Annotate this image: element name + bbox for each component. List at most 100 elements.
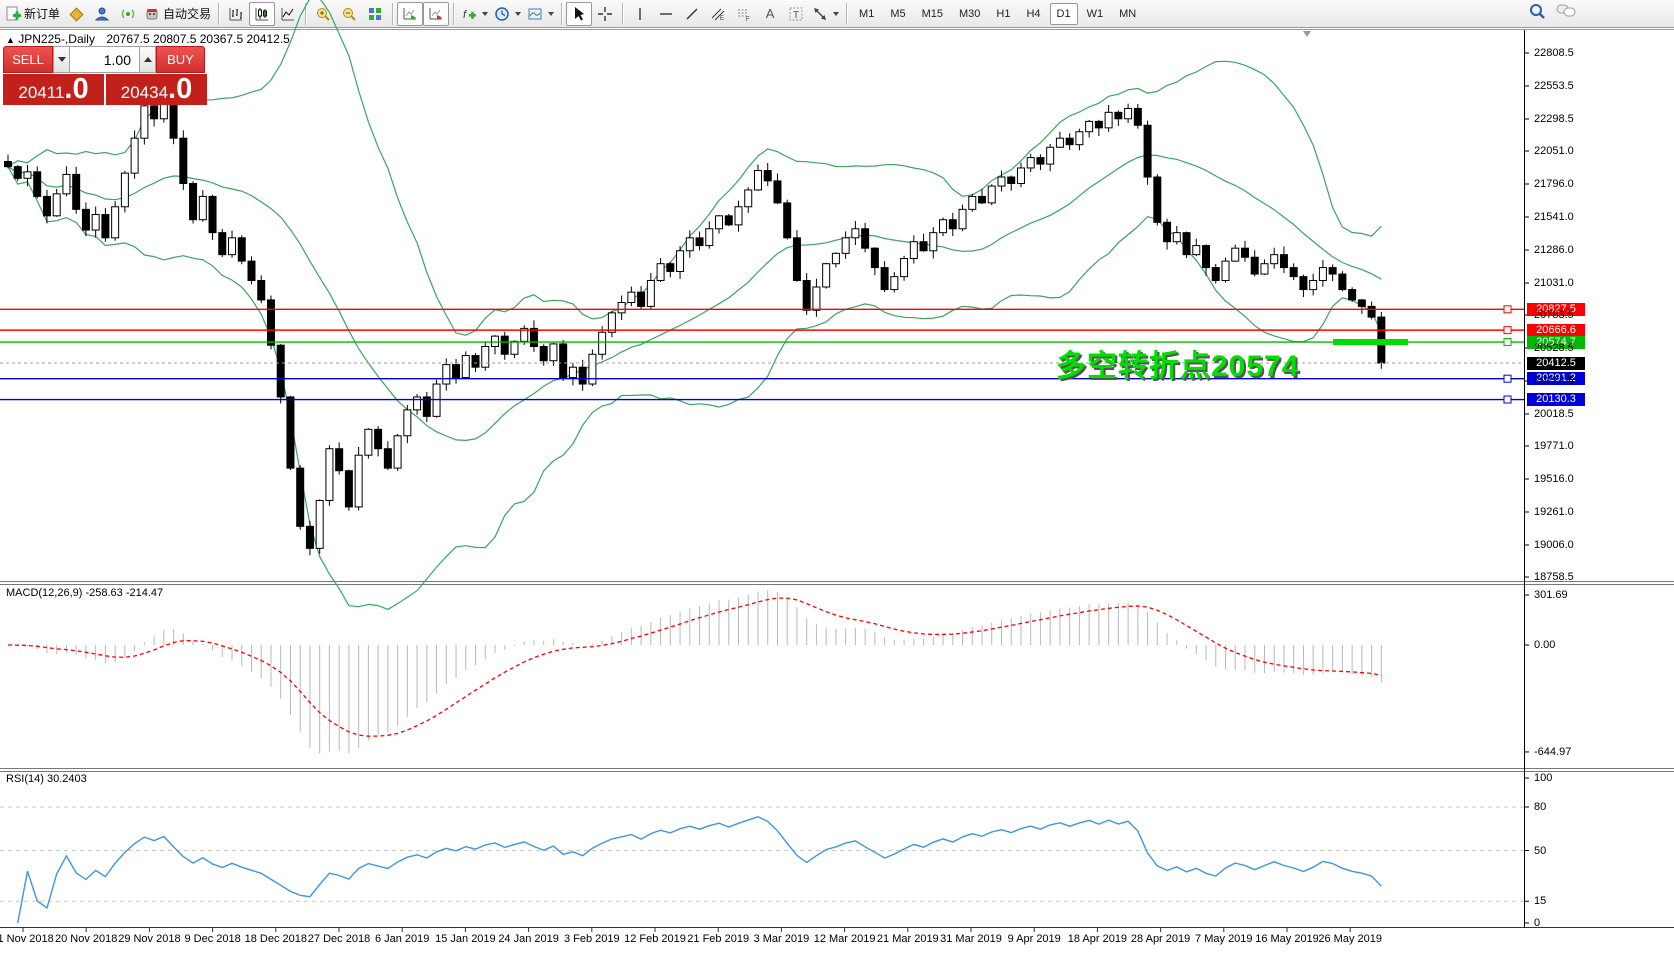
timeframe-H4-button[interactable]: H4 xyxy=(1026,7,1041,20)
highlight-segment[interactable] xyxy=(1333,339,1408,346)
candle-body[interactable] xyxy=(715,215,724,230)
candle-body[interactable] xyxy=(539,346,548,362)
sell-price-box[interactable]: 20411 .0 xyxy=(3,74,104,105)
candle-body[interactable] xyxy=(1348,289,1357,301)
candle-body[interactable] xyxy=(890,276,899,291)
candle-body[interactable] xyxy=(52,193,61,217)
zoom-out-button[interactable] xyxy=(336,2,362,26)
candle-body[interactable] xyxy=(900,258,909,278)
candle-body[interactable] xyxy=(851,228,860,239)
candle-body[interactable] xyxy=(1036,157,1045,165)
candle-body[interactable] xyxy=(1299,276,1308,291)
candle-body[interactable] xyxy=(1367,305,1376,318)
candle-body[interactable] xyxy=(646,280,655,307)
candle-body[interactable] xyxy=(968,195,977,210)
candle-body[interactable] xyxy=(676,250,685,272)
candle-body[interactable] xyxy=(510,340,519,355)
buy-button[interactable]: BUY xyxy=(156,46,205,73)
arrows-dropdown-caret[interactable] xyxy=(833,11,840,16)
candle-body[interactable] xyxy=(1124,107,1133,120)
zoom-in-button[interactable] xyxy=(310,2,336,26)
candle-body[interactable] xyxy=(140,105,149,139)
candle-body[interactable] xyxy=(1289,267,1298,278)
candle-body[interactable] xyxy=(393,435,402,469)
candle-body[interactable] xyxy=(23,171,32,179)
timeframe-M5-button[interactable]: M5 xyxy=(890,7,906,20)
candle-body[interactable] xyxy=(812,286,821,311)
candle-body[interactable] xyxy=(198,195,207,221)
candle-body[interactable] xyxy=(101,214,110,239)
candle-body[interactable] xyxy=(208,195,217,234)
candle-body[interactable] xyxy=(841,237,850,254)
candle-body[interactable] xyxy=(773,180,782,204)
signals-button[interactable] xyxy=(115,2,141,26)
candle-body[interactable] xyxy=(598,331,607,355)
candle-body[interactable] xyxy=(1279,254,1288,269)
candle-body[interactable] xyxy=(62,173,71,195)
candle-body[interactable] xyxy=(1046,146,1055,165)
candle-body[interactable] xyxy=(276,344,285,398)
candle-body[interactable] xyxy=(413,396,422,411)
community-button[interactable] xyxy=(89,2,115,26)
candle-body[interactable] xyxy=(1172,232,1181,243)
candle-body[interactable] xyxy=(997,176,1006,187)
candle-body[interactable] xyxy=(637,291,646,307)
candle-body[interactable] xyxy=(1231,247,1240,262)
candle-body[interactable] xyxy=(783,202,792,239)
candle-body[interactable] xyxy=(1202,245,1211,269)
crosshair-button[interactable] xyxy=(592,2,618,26)
market-button[interactable] xyxy=(63,2,89,26)
candle-body[interactable] xyxy=(763,170,772,182)
candle-body[interactable] xyxy=(305,525,314,549)
search-icon[interactable] xyxy=(1528,2,1546,20)
candle-body[interactable] xyxy=(1260,263,1269,275)
candle-body[interactable] xyxy=(617,302,626,314)
candle-body[interactable] xyxy=(1114,111,1123,120)
candle-body[interactable] xyxy=(218,232,227,256)
indicators-dropdown-caret[interactable] xyxy=(482,11,489,16)
candle-body[interactable] xyxy=(909,241,918,260)
candle-body[interactable] xyxy=(33,171,42,197)
candle-body[interactable] xyxy=(744,189,753,208)
candle-body[interactable] xyxy=(1153,176,1162,223)
candle-body[interactable] xyxy=(880,267,889,291)
level-line-handle[interactable] xyxy=(1503,305,1512,314)
volume-increase-button[interactable] xyxy=(139,46,156,73)
volume-decrease-button[interactable] xyxy=(53,46,70,73)
candle-body[interactable] xyxy=(237,237,246,262)
candle-body[interactable] xyxy=(1328,267,1337,275)
candle-body[interactable] xyxy=(529,327,538,348)
candle-body[interactable] xyxy=(1309,280,1318,291)
candle-body[interactable] xyxy=(822,263,831,288)
channel-button[interactable]: E xyxy=(705,2,731,26)
candle-body[interactable] xyxy=(1163,221,1172,243)
timeframe-M1-button[interactable]: M1 xyxy=(859,7,875,20)
candle-body[interactable] xyxy=(695,237,704,247)
candle-body[interactable] xyxy=(481,346,490,368)
vertical-line-button[interactable] xyxy=(627,2,653,26)
candle-body[interactable] xyxy=(724,215,733,226)
candle-body[interactable] xyxy=(442,364,451,385)
candle-body[interactable] xyxy=(1192,245,1201,256)
candle-body[interactable] xyxy=(91,214,100,231)
level-line-handle[interactable] xyxy=(1503,338,1512,347)
candle-body[interactable] xyxy=(452,364,461,379)
candle-body[interactable] xyxy=(1143,124,1152,178)
candle-body[interactable] xyxy=(987,185,996,204)
candle-body[interactable] xyxy=(939,219,948,234)
candle-body[interactable] xyxy=(72,173,81,210)
chart-shift-button[interactable] xyxy=(423,1,450,26)
candle-body[interactable] xyxy=(919,241,928,252)
candle-body[interactable] xyxy=(929,232,938,252)
candle-body[interactable] xyxy=(374,428,383,450)
candle-body[interactable] xyxy=(42,195,51,217)
candle-body[interactable] xyxy=(588,353,597,385)
candle-body[interactable] xyxy=(1240,247,1249,258)
candle-body[interactable] xyxy=(325,448,334,501)
timeframe-W1-button[interactable]: W1 xyxy=(1086,7,1104,20)
candle-body[interactable] xyxy=(1085,120,1094,133)
candle-body[interactable] xyxy=(578,366,587,385)
candle-body[interactable] xyxy=(150,105,159,120)
new-order-button[interactable]: 新订单 xyxy=(2,2,63,26)
candle-body[interactable] xyxy=(471,355,480,368)
